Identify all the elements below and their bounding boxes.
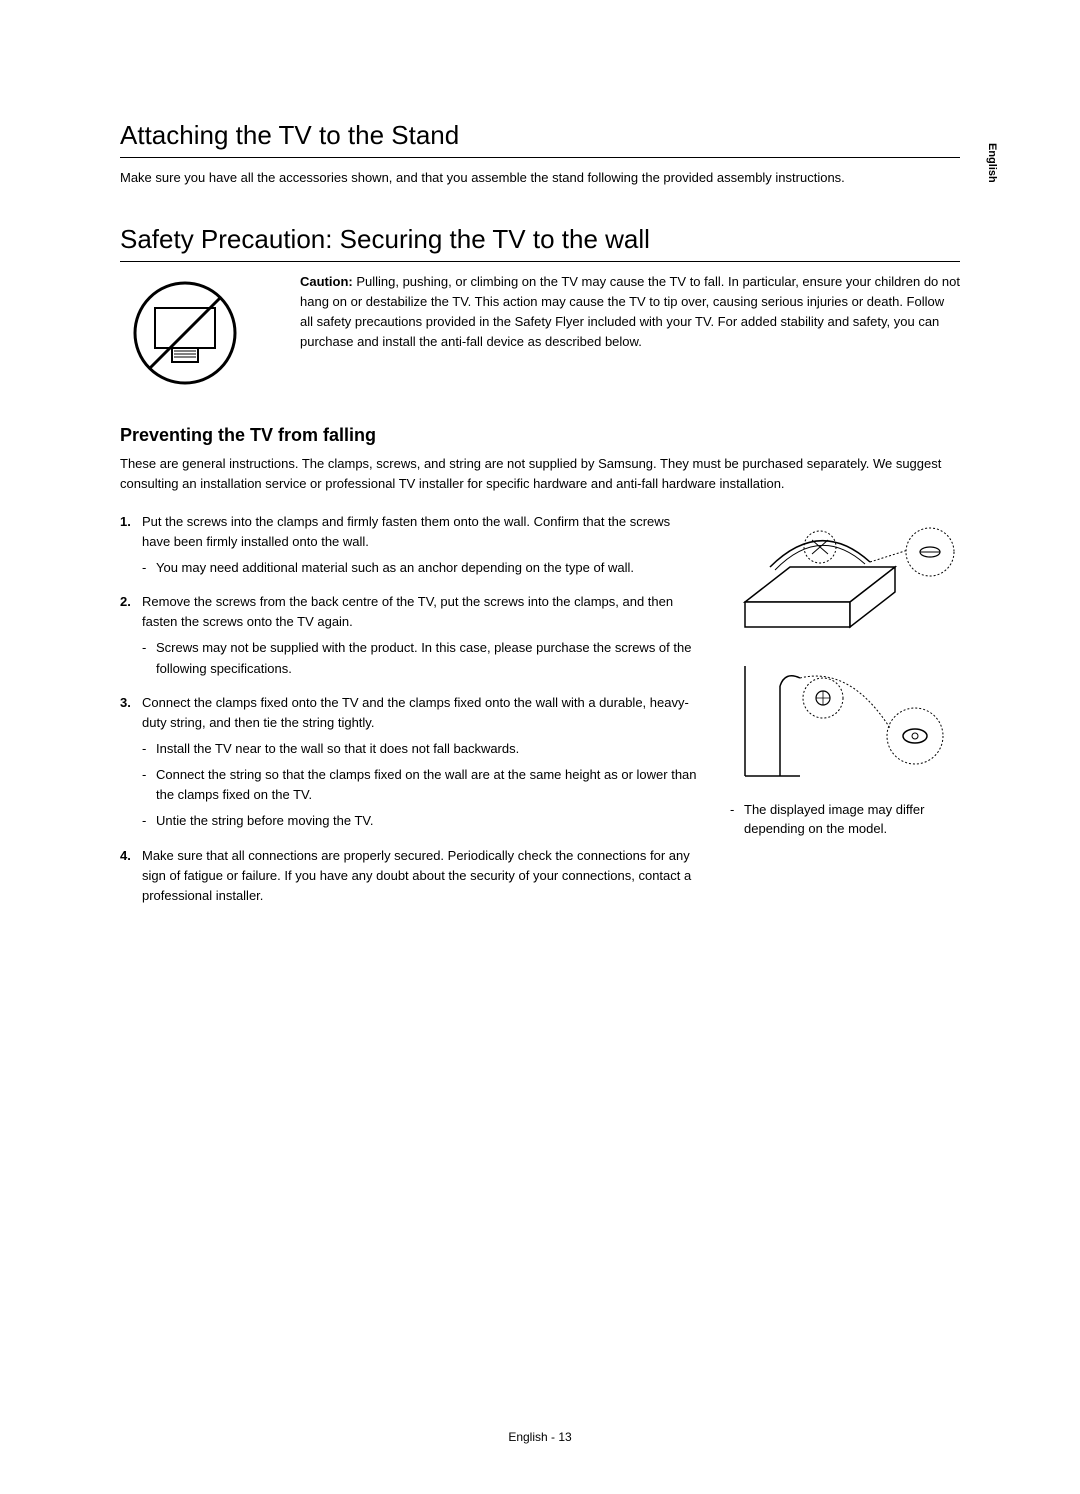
- step-text: Put the screws into the clamps and firml…: [142, 514, 670, 549]
- step-text: Make sure that all connections are prope…: [142, 848, 691, 903]
- step-item: Make sure that all connections are prope…: [120, 846, 700, 906]
- section3-intro: These are general instructions. The clam…: [120, 454, 960, 494]
- step-text: Connect the clamps fixed onto the TV and…: [142, 695, 689, 730]
- step-sublist: You may need additional material such as…: [142, 558, 700, 578]
- language-tab: English: [984, 140, 1000, 186]
- images-column: The displayed image may differ depending…: [730, 512, 960, 920]
- step-sublist: Screws may not be supplied with the prod…: [142, 638, 700, 678]
- section-heading-preventing: Preventing the TV from falling: [120, 425, 960, 446]
- step-sublist: Install the TV near to the wall so that …: [142, 739, 700, 832]
- steps-row: Put the screws into the clamps and firml…: [120, 512, 960, 920]
- diagram-tv-wall-bracket-icon: [730, 512, 960, 642]
- step-sub-item: Screws may not be supplied with the prod…: [142, 638, 700, 678]
- no-climb-tv-icon: [120, 278, 250, 393]
- step-sub-item: You may need additional material such as…: [142, 558, 700, 578]
- step-item: Put the screws into the clamps and firml…: [120, 512, 700, 578]
- caution-label: Caution:: [300, 274, 353, 289]
- step-sub-item: Untie the string before moving the TV.: [142, 811, 700, 831]
- step-sub-item: Install the TV near to the wall so that …: [142, 739, 700, 759]
- caution-text: Caution: Pulling, pushing, or climbing o…: [300, 272, 960, 353]
- diagram-tv-string-anchor-icon: [730, 656, 960, 786]
- steps-list: Put the screws into the clamps and firml…: [120, 512, 700, 906]
- section-heading-safety: Safety Precaution: Securing the TV to th…: [120, 224, 960, 262]
- caution-body: Pulling, pushing, or climbing on the TV …: [300, 274, 960, 349]
- page-content: English Attaching the TV to the Stand Ma…: [0, 0, 1080, 980]
- step-text: Remove the screws from the back centre o…: [142, 594, 673, 629]
- step-item: Remove the screws from the back centre o…: [120, 592, 700, 679]
- page-footer: English - 13: [0, 1430, 1080, 1444]
- caution-row: Caution: Pulling, pushing, or climbing o…: [120, 272, 960, 393]
- step-sub-item: Connect the string so that the clamps fi…: [142, 765, 700, 805]
- section1-intro: Make sure you have all the accessories s…: [120, 168, 960, 188]
- step-item: Connect the clamps fixed onto the TV and…: [120, 693, 700, 832]
- image-note: The displayed image may differ depending…: [730, 800, 960, 839]
- section-heading-attaching: Attaching the TV to the Stand: [120, 120, 960, 158]
- steps-column: Put the screws into the clamps and firml…: [120, 512, 700, 920]
